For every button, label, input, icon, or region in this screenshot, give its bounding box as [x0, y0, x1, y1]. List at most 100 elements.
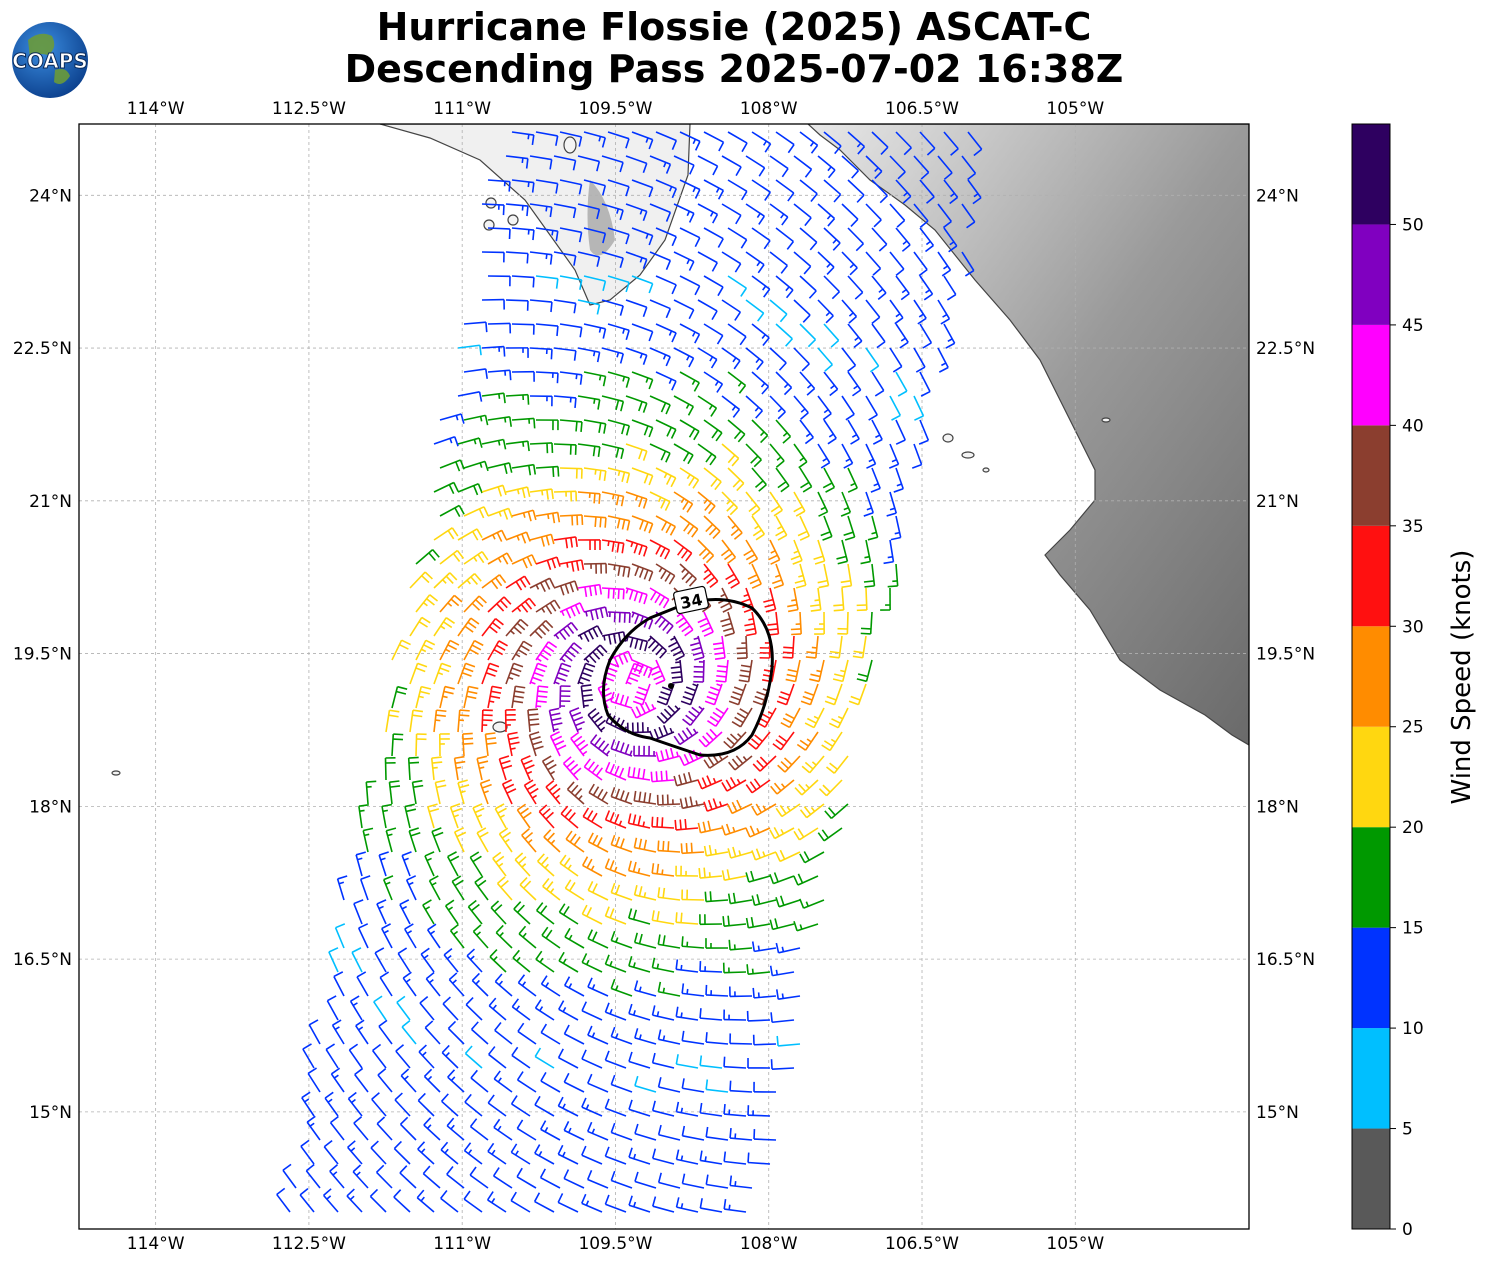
wind-barb — [856, 659, 873, 683]
wind-barb — [453, 755, 466, 781]
wind-barb — [668, 635, 686, 661]
wind-barb — [841, 155, 859, 179]
wind-barb — [352, 1164, 369, 1189]
wind-barb — [511, 998, 531, 1021]
wind-barb — [587, 1025, 609, 1045]
wind-barb — [433, 662, 452, 685]
wind-barb — [581, 1001, 603, 1021]
wind-barb — [463, 1142, 483, 1165]
wind-barb — [634, 1171, 657, 1189]
wind-barb — [888, 443, 900, 469]
wind-barb — [535, 950, 555, 973]
wind-barb — [770, 1059, 795, 1070]
wind-barb — [893, 467, 904, 493]
wind-barb — [583, 179, 607, 196]
wind-barb — [577, 203, 601, 220]
wind-barb — [656, 794, 681, 806]
wind-barb — [745, 491, 761, 517]
wind-barb — [604, 858, 627, 877]
wind-barb — [409, 709, 424, 733]
wind-barb — [541, 755, 557, 781]
wind-barb — [919, 179, 935, 204]
wind-barb — [699, 1008, 723, 1021]
wind-barb — [588, 783, 609, 805]
wind-barb — [704, 683, 723, 706]
wind-barb — [457, 437, 483, 448]
wind-barb — [563, 1169, 585, 1189]
wind-barb — [821, 731, 843, 752]
wind-barb — [409, 616, 431, 637]
lon-ticks-top: 114°W 112.5°W 111°W 109.5°W 108°W 106.5°W 105°… — [127, 99, 1105, 119]
wind-barb — [463, 685, 479, 709]
wind-barb — [583, 227, 607, 244]
wind-barb — [446, 1166, 465, 1189]
wind-barb — [681, 983, 705, 997]
wind-barb — [681, 1030, 705, 1045]
wind-barb — [570, 731, 589, 757]
wind-barb — [481, 662, 500, 685]
wind-barb — [559, 514, 584, 526]
wind-barb — [703, 371, 724, 393]
wind-barb — [510, 1191, 531, 1213]
wind-barb — [681, 1125, 705, 1141]
wind-barb — [533, 1192, 555, 1213]
wind-barb — [359, 875, 371, 901]
wind-barb — [865, 155, 883, 180]
wind-barb — [651, 910, 675, 925]
wind-barb — [715, 659, 729, 683]
wind-barb — [919, 131, 936, 156]
wind-barb — [464, 1093, 483, 1117]
wind-barb — [655, 131, 678, 151]
mainland-terrain — [807, 124, 1249, 746]
wind-barb — [329, 1164, 345, 1189]
wind-barb — [727, 799, 753, 815]
wind-barb — [589, 734, 611, 757]
wind-barb — [306, 1115, 321, 1141]
wind-barb — [511, 640, 533, 661]
wind-barb — [511, 227, 535, 241]
wind-barb — [745, 203, 766, 225]
wind-barb — [772, 731, 795, 751]
wind-barb — [751, 941, 777, 953]
wind-barb — [703, 515, 721, 539]
wind-barb — [679, 227, 701, 248]
wind-barb — [607, 131, 630, 149]
lat-tick-label-right: 22.5°N — [1256, 339, 1315, 359]
wind-barb — [351, 947, 363, 973]
wind-barb — [746, 1010, 771, 1022]
wind-barb — [560, 805, 579, 829]
wind-barb — [865, 299, 881, 325]
wind-barb — [439, 639, 460, 661]
wind-barb — [439, 594, 463, 613]
wind-barb — [381, 803, 393, 829]
wind-barb — [775, 179, 795, 202]
wind-barb — [375, 1164, 393, 1189]
wind-barb — [441, 1044, 459, 1069]
wind-barb — [634, 1075, 657, 1093]
wind-barb — [706, 707, 729, 727]
wind-barb — [395, 1044, 411, 1069]
wind-barb — [911, 443, 923, 469]
wind-barb — [631, 701, 657, 719]
wind-barb — [727, 131, 748, 153]
wind-barb — [400, 1068, 417, 1093]
wind-barb — [723, 1199, 747, 1213]
wind-barb — [799, 275, 817, 299]
wind-barb — [378, 851, 389, 877]
wind-barb — [377, 1068, 393, 1093]
wind-barb — [631, 371, 654, 390]
lon-tick-label-top: 114°W — [127, 99, 185, 119]
wind-barb — [675, 959, 699, 973]
wind-barb — [401, 1020, 417, 1045]
wind-barb — [745, 825, 771, 838]
wind-barb — [300, 1139, 315, 1165]
wind-barb — [837, 611, 849, 635]
wind-barb — [651, 1148, 675, 1165]
wind-barb — [362, 827, 374, 853]
colorbar-bin — [1352, 726, 1390, 828]
wind-barb — [587, 1073, 609, 1093]
wind-barb — [679, 323, 701, 344]
wind-barb — [723, 1104, 747, 1117]
wind-barb — [793, 155, 813, 178]
wind-barb — [728, 683, 747, 706]
